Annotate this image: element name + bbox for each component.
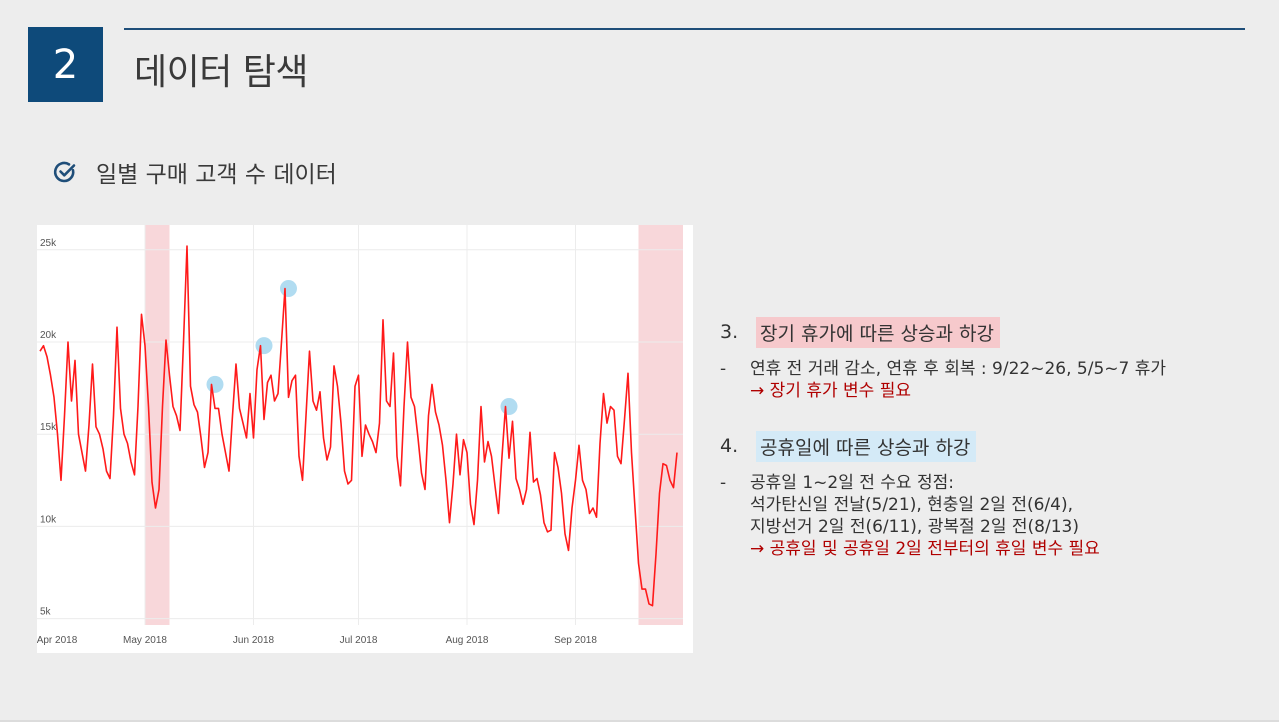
note-3-line: 연휴 전 거래 감소, 연휴 후 회복 : 9/22~26, 5/5~7 휴가 [750, 359, 1167, 379]
holiday-peak-marker [206, 375, 224, 393]
note-4: 4. 공휴일에 따른 상승과 하강 - 공휴일 1~2일 전 수요 정점: 석가… [720, 430, 1265, 560]
y-tick-label: 5k [40, 607, 52, 618]
bullet-dash: - [720, 473, 727, 493]
note-4-number: 4. [720, 435, 739, 457]
note-3-heading: 3. 장기 휴가에 따른 상승과 하강 [720, 316, 1265, 348]
subheading-text: 일별 구매 고객 수 데이터 [96, 162, 337, 188]
header-divider [124, 28, 1245, 30]
daily-customers-chart: 5k 10k 15k 20k 25k Apr 2018 May 2018 Jun 2018 Ju… [37, 225, 693, 653]
series-line [39, 245, 678, 607]
y-tick-label: 15k [40, 422, 57, 433]
section-title: 데이터 탐색 [134, 52, 309, 93]
note-4-heading: 4. 공휴일에 따른 상승과 하강 [720, 430, 1265, 462]
holiday-peak-marker [255, 337, 273, 355]
note-4-bullet: - 공휴일 1~2일 전 수요 정점: 석가탄신일 전날(5/21), 현충일 … [720, 472, 1265, 560]
note-4-line-2: 석가탄신일 전날(5/21), 현충일 2일 전(6/4), [750, 495, 1073, 515]
note-4-line-1: 공휴일 1~2일 전 수요 정점: [750, 473, 954, 493]
note-3-bullet: - 연휴 전 거래 감소, 연휴 후 회복 : 9/22~26, 5/5~7 휴… [720, 358, 1265, 402]
note-4-conclusion: → 공휴일 및 공휴일 2일 전부터의 휴일 변수 필요 [750, 539, 1100, 559]
notes-panel: 3. 장기 휴가에 따른 상승과 하강 - 연휴 전 거래 감소, 연휴 후 회… [720, 316, 1265, 560]
x-tick-label: Sep 2018 [554, 635, 597, 646]
x-tick-label: Aug 2018 [446, 635, 489, 646]
x-tick-label: Jul 2018 [340, 635, 378, 646]
x-tick-label: Jun 2018 [233, 635, 275, 646]
y-tick-label: 20k [40, 330, 57, 341]
check-circle-icon [53, 161, 76, 183]
y-tick-label: 10k [40, 514, 57, 525]
x-tick-label: Apr 2018 [37, 635, 78, 646]
note-4-title: 공휴일에 따른 상승과 하강 [756, 430, 977, 462]
holiday-peak-marker [500, 398, 518, 416]
section-number-badge: 2 [28, 27, 103, 102]
x-tick-label: May 2018 [123, 635, 167, 646]
bullet-dash: - [720, 359, 727, 379]
footer-divider [0, 720, 1279, 722]
note-3-title: 장기 휴가에 따른 상승과 하강 [756, 316, 1000, 348]
holiday-peak-marker [280, 279, 297, 297]
note-3-number: 3. [720, 321, 739, 343]
note-4-line-3: 지방선거 2일 전(6/11), 광복절 2일 전(8/13) [750, 517, 1079, 537]
line-chart-svg: 5k 10k 15k 20k 25k Apr 2018 May 2018 Jun 2018 Ju… [37, 225, 683, 646]
y-tick-label: 25k [40, 238, 57, 249]
note-3: 3. 장기 휴가에 따른 상승과 하강 - 연휴 전 거래 감소, 연휴 후 회… [720, 316, 1265, 402]
holiday-shade-1 [638, 225, 683, 625]
note-3-conclusion: → 장기 휴가 변수 필요 [750, 381, 911, 401]
subheading: 일별 구매 고객 수 데이터 [52, 155, 337, 189]
